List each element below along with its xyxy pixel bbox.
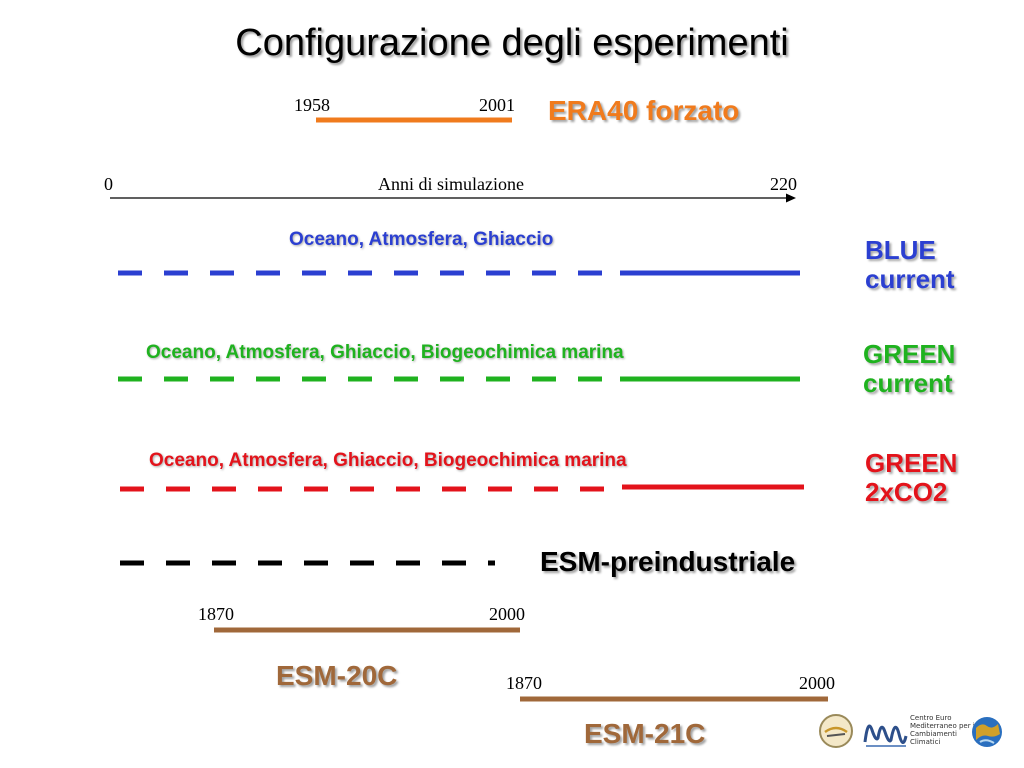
blue-components-label: Oceano, Atmosfera, Ghiaccio	[289, 229, 554, 250]
axis-title: Anni di simulazione	[378, 174, 524, 194]
era40-end-year: 2001	[479, 95, 515, 115]
red-components-label: Oceano, Atmosfera, Ghiaccio, Biogeochimi…	[149, 450, 627, 471]
axis-start-label: 0	[104, 174, 113, 194]
red-experiment-label: GREEN 2xCO2	[865, 448, 958, 507]
esm20c-label: ESM-20C	[276, 660, 398, 691]
era40-start-year: 1958	[294, 95, 330, 115]
esm20c-start-year: 1870	[198, 604, 234, 624]
axis-end-label: 220	[770, 174, 797, 194]
esm21c-label: ESM-21C	[584, 718, 706, 749]
axis-arrowhead	[786, 193, 796, 203]
preindustrial-label: ESM-preindustriale	[540, 546, 796, 577]
ingv-logo-icon	[819, 714, 853, 748]
globe-logo-icon	[972, 717, 1002, 747]
esm21c-end-year: 2000	[799, 673, 835, 693]
cmcc-logo-icon	[863, 724, 908, 747]
green-experiment-label: GREEN current	[863, 339, 956, 398]
blue-experiment-label: BLUE current	[865, 235, 955, 294]
cmcc-logo-text: Centro Euro Mediterraneo per i Cambiamen…	[910, 714, 975, 746]
page-title: Configurazione degli esperimenti	[235, 22, 789, 64]
esm20c-end-year: 2000	[489, 604, 525, 624]
esm21c-start-year: 1870	[506, 673, 542, 693]
era40-label: ERA40 forzato	[548, 95, 740, 126]
green-components-label: Oceano, Atmosfera, Ghiaccio, Biogeochimi…	[146, 342, 624, 363]
